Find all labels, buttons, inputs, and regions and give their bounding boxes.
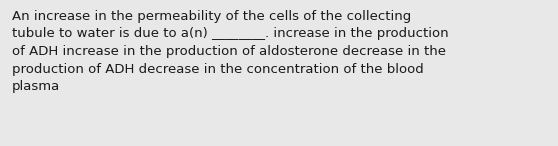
Text: An increase in the permeability of the cells of the collecting
tubule to water i: An increase in the permeability of the c… xyxy=(12,10,449,93)
